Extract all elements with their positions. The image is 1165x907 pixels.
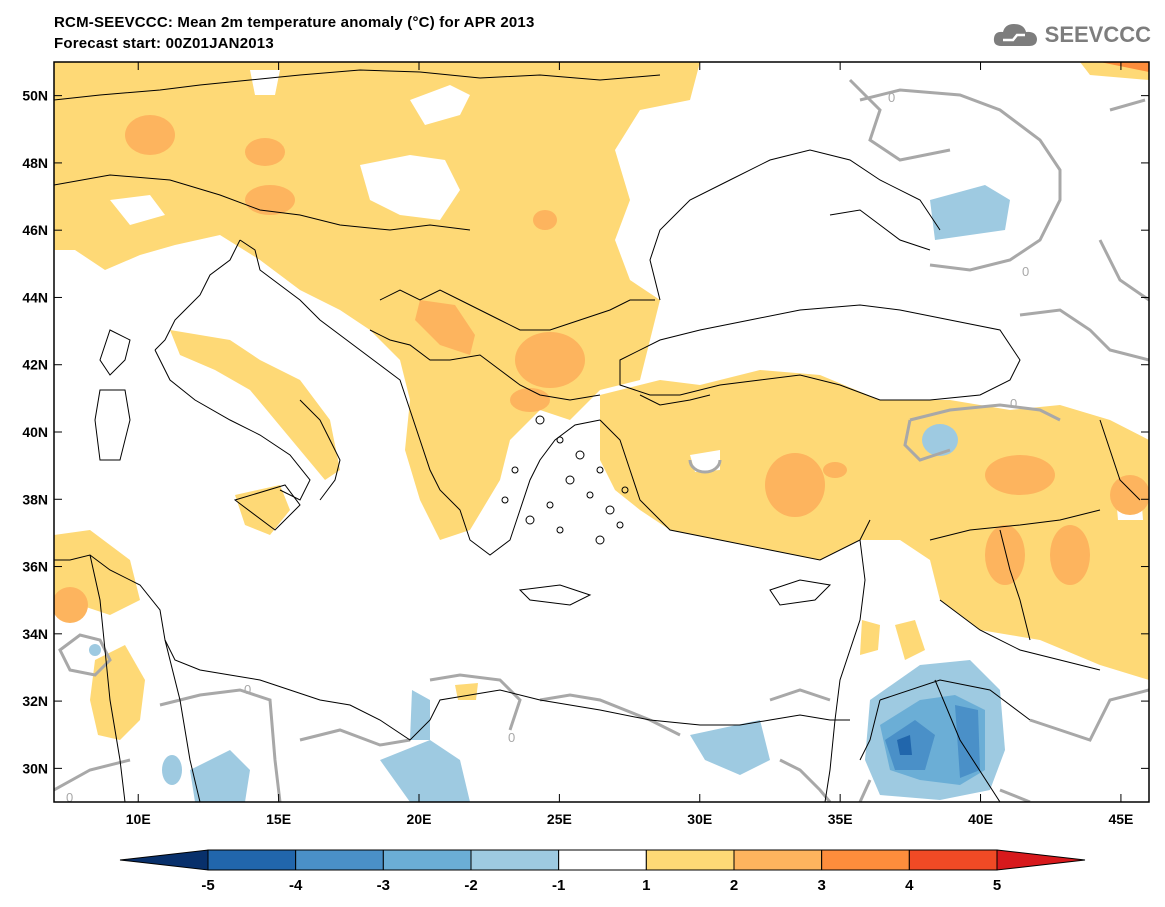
lat-tick-label: 34N	[22, 626, 48, 642]
colorbar-label: 4	[905, 877, 914, 894]
lat-tick-label: 46N	[22, 222, 48, 238]
forecast-start-label: Forecast start: 00Z01JAN2013	[54, 35, 274, 52]
colorbar-segment	[645, 849, 735, 871]
lon-tick-label: 25E	[547, 811, 572, 827]
zero-contours	[54, 78, 1149, 802]
contour-label: 0	[1010, 396, 1017, 411]
anomaly-minus4-areas	[897, 735, 912, 755]
colorbar-label: 1	[642, 877, 650, 894]
colorbar-label: -2	[464, 877, 477, 894]
lat-tick-label: 44N	[22, 289, 48, 305]
lat-tick-label: 32N	[22, 693, 48, 709]
colorbar-label: -5	[201, 877, 214, 894]
colorbar-label: -3	[377, 877, 390, 894]
contour-label: 0	[244, 682, 251, 697]
lat-tick-label: 30N	[22, 760, 48, 776]
colorbar-segment	[207, 849, 297, 871]
contour-labels: 0 0 0 0 0 0	[66, 90, 1029, 805]
coastlines-and-borders	[54, 69, 1141, 802]
contour-label: 0	[508, 730, 515, 745]
lat-tick-label: 38N	[22, 491, 48, 507]
aegean-islands	[501, 415, 629, 545]
anomaly-plus1-areas	[54, 62, 1149, 740]
colorbar-label: -4	[289, 877, 303, 894]
lon-tick-label: 40E	[968, 811, 993, 827]
colorbar-segment	[908, 849, 998, 871]
latitude-axis: 50N 48N 46N 44N 42N 40N 38N 36N 34N 32N 30N	[22, 88, 1149, 776]
anomaly-plus2-areas	[54, 62, 1149, 623]
colorbar-segment	[295, 849, 384, 871]
colorbar-label: 5	[993, 877, 1001, 894]
contour-label: 0	[1022, 264, 1029, 279]
colorbar-min-arrow	[119, 849, 209, 871]
contour-label: 0	[66, 790, 73, 805]
map-title: RCM-SEEVCCC: Mean 2m temperature anomaly…	[54, 14, 535, 31]
logo-text: SEEVCCC	[1044, 22, 1151, 47]
colorbar-max-arrow	[996, 849, 1086, 871]
colorbar-segment	[821, 849, 910, 871]
colorbar-label: 3	[817, 877, 825, 894]
lat-tick-label: 36N	[22, 559, 48, 575]
colorbar-segment	[470, 849, 560, 871]
colorbar-segment	[382, 849, 472, 871]
lon-tick-label: 35E	[828, 811, 853, 827]
lat-tick-label: 48N	[22, 155, 48, 171]
colorbar-label: -1	[552, 877, 565, 894]
lon-tick-label: 10E	[126, 811, 151, 827]
colorbar-label: 2	[730, 877, 738, 894]
contour-label: 0	[888, 90, 895, 105]
longitude-axis: 10E 15E 20E 25E 30E 35E 40E 45E	[126, 62, 1133, 827]
lon-tick-label: 45E	[1108, 811, 1133, 827]
lon-tick-label: 15E	[266, 811, 291, 827]
lat-tick-label: 50N	[22, 88, 48, 104]
colorbar-segment	[733, 849, 823, 871]
lat-tick-label: 42N	[22, 357, 48, 373]
colorbar: -5 -4 -3 -2 -1 1 2 3 4 5	[119, 849, 1086, 894]
lon-tick-label: 20E	[407, 811, 432, 827]
seevccc-logo: SEEVCCC	[991, 20, 1151, 50]
colorbar-segment	[558, 849, 647, 871]
cloud-icon	[993, 24, 1037, 46]
lat-tick-label: 40N	[22, 424, 48, 440]
lon-tick-label: 30E	[687, 811, 712, 827]
